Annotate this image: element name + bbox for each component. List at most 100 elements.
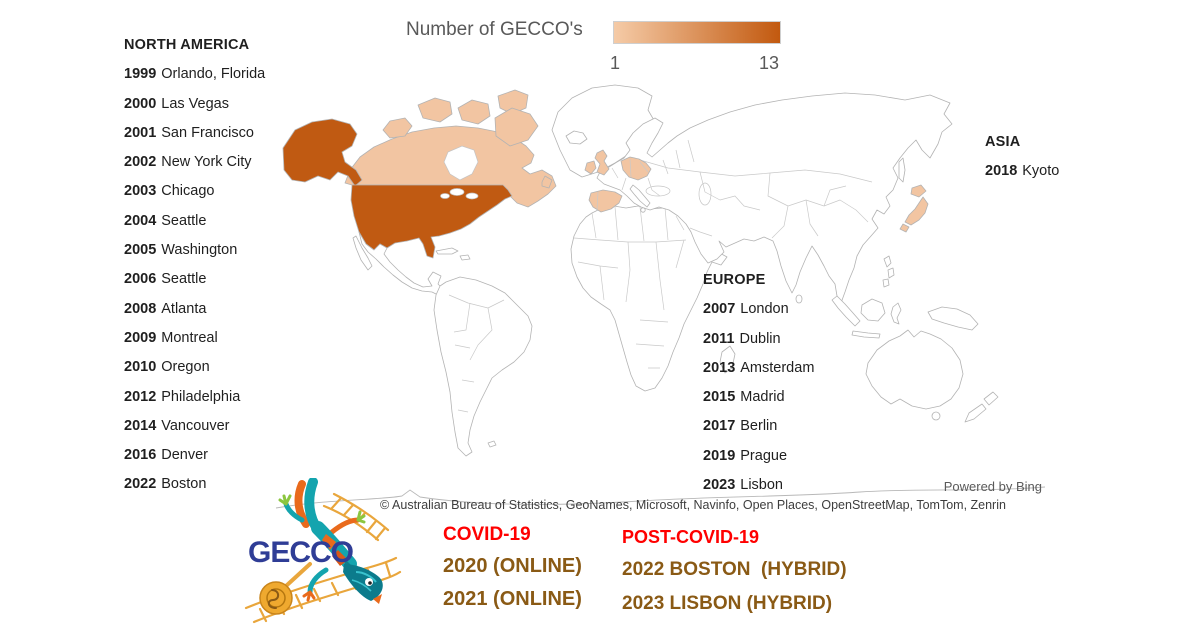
conference-row: 2014 Vancouver: [124, 412, 265, 441]
continent-eurasia: [596, 92, 953, 304]
hudson-bay: [443, 145, 479, 181]
country-usa: [282, 118, 513, 259]
conference-city: Denver: [161, 447, 209, 464]
conference-city: Philadelphia: [161, 388, 241, 405]
conference-year: 2019: [703, 447, 736, 464]
legend-max-label: 13: [758, 53, 780, 73]
conference-city: Madrid: [740, 389, 785, 406]
conference-city: New York City: [161, 154, 252, 171]
conference-year: 2011: [703, 330, 735, 347]
country-japan: [899, 184, 929, 233]
gecko-leg: [283, 501, 305, 523]
conference-row: 2017 Berlin: [703, 412, 814, 441]
conference-year: 2001: [124, 124, 157, 141]
conference-year: 2015: [703, 389, 736, 406]
conference-row: 2005 Washington: [124, 236, 265, 265]
caspian-sea: [698, 182, 712, 206]
conference-city: San Francisco: [161, 124, 254, 141]
country-australia: [865, 329, 999, 423]
gecco-logo: GECCO: [244, 478, 402, 624]
conference-year: 1999: [124, 66, 157, 83]
country-germany-netherlands-czechia: [620, 156, 652, 181]
conference-year: 2018: [985, 163, 1018, 180]
legend-gradient-bar: [613, 21, 781, 44]
conference-year: 2016: [124, 447, 157, 464]
covid-header: COVID-19: [443, 524, 531, 545]
gecko-head: [343, 564, 383, 601]
gecko-leg: [329, 517, 361, 535]
conference-row: 2018 Kyoto: [985, 157, 1059, 186]
conference-year: 2008: [124, 300, 157, 317]
conference-city: Oregon: [161, 359, 210, 376]
conference-row: 2004 Seattle: [124, 207, 265, 236]
conference-city: Washington: [161, 242, 238, 259]
region-mexico-central-america: [352, 231, 471, 301]
conference-city: Prague: [740, 447, 788, 464]
conference-row: 2007 London: [703, 295, 814, 324]
conference-year: 2012: [124, 388, 157, 405]
conference-city: London: [740, 301, 789, 318]
country-spain-portugal: [588, 189, 623, 213]
post-covid-block: POST-COVID-19 2022 BOSTON (HYBRID) 2023 …: [622, 527, 847, 627]
country-uk: [594, 149, 610, 176]
asia-header: ASIA: [985, 134, 1021, 150]
conference-row: 2013 Amsterdam: [703, 354, 814, 383]
covid-line-2020: 2020 (ONLINE): [443, 555, 582, 577]
conference-city: Amsterdam: [740, 359, 815, 376]
conference-year: 2003: [124, 183, 157, 200]
conference-year: 2002: [124, 154, 157, 171]
conference-row: 2006 Seattle: [124, 265, 265, 294]
great-lakes: [449, 188, 465, 196]
conference-year: 2022: [124, 476, 157, 493]
conference-row: 2008 Atlanta: [124, 295, 265, 324]
europe-header: EUROPE: [703, 272, 766, 288]
conference-row: 2022 Boston: [124, 470, 265, 499]
country-ireland: [584, 160, 597, 175]
conference-year: 2005: [124, 242, 157, 259]
conference-row: 2010 Oregon: [124, 353, 265, 382]
conference-row: 2000 Las Vegas: [124, 90, 265, 119]
conference-city: Boston: [161, 476, 207, 493]
conference-row: 2001 San Francisco: [124, 119, 265, 148]
conference-row: 2003 Chicago: [124, 177, 265, 206]
conference-year: 2009: [124, 329, 157, 346]
antarctica-coastline: [275, 486, 1046, 509]
conference-row: 2012 Philadelphia: [124, 383, 265, 412]
conference-city: Berlin: [740, 418, 778, 435]
conference-year: 2023: [703, 477, 736, 494]
conference-row: 2019 Prague: [703, 442, 814, 471]
conference-row: 2011 Dublin: [703, 325, 814, 354]
legend-min-label: 1: [609, 53, 620, 73]
covid-block: COVID-19 2020 (ONLINE) 2021 (ONLINE): [443, 524, 582, 621]
conference-row: 1999 Orlando, Florida: [124, 60, 265, 89]
conference-city: Dublin: [739, 330, 781, 347]
country-canada: [344, 89, 557, 208]
powered-by-bing: Powered by Bing: [943, 479, 1042, 494]
conference-city: Seattle: [161, 271, 207, 288]
conference-city: Las Vegas: [161, 95, 229, 112]
tasmania: [931, 411, 941, 421]
covid-line-2021: 2021 (ONLINE): [443, 588, 582, 610]
new-zealand: [983, 391, 999, 406]
banjo-icon: [259, 562, 312, 615]
asia-list: ASIA 2018 Kyoto: [985, 128, 1059, 187]
black-sea: [645, 185, 671, 197]
conference-row: 2016 Denver: [124, 441, 265, 470]
north-america-list: NORTH AMERICA 1999 Orlando, Florida 2000 L…: [124, 31, 265, 500]
sri-lanka: [795, 294, 803, 304]
conference-row: 2002 New York City: [124, 148, 265, 177]
conference-city: Lisbon: [740, 477, 783, 494]
continent-south-america: [433, 276, 533, 457]
conference-row: 2009 Montreal: [124, 324, 265, 353]
conference-city: Kyoto: [1022, 163, 1060, 180]
gecco-wordmark: GECCO: [248, 536, 354, 569]
country-greenland: [551, 84, 656, 178]
conference-year: 2007: [703, 301, 736, 318]
asia-items: 2018 Kyoto: [985, 157, 1059, 186]
north-america-header: NORTH AMERICA: [124, 37, 250, 53]
country-italy: [629, 184, 651, 208]
conference-row: 2023 Lisbon: [703, 471, 814, 500]
conference-year: 2013: [703, 359, 736, 376]
conference-row: 2015 Madrid: [703, 383, 814, 412]
